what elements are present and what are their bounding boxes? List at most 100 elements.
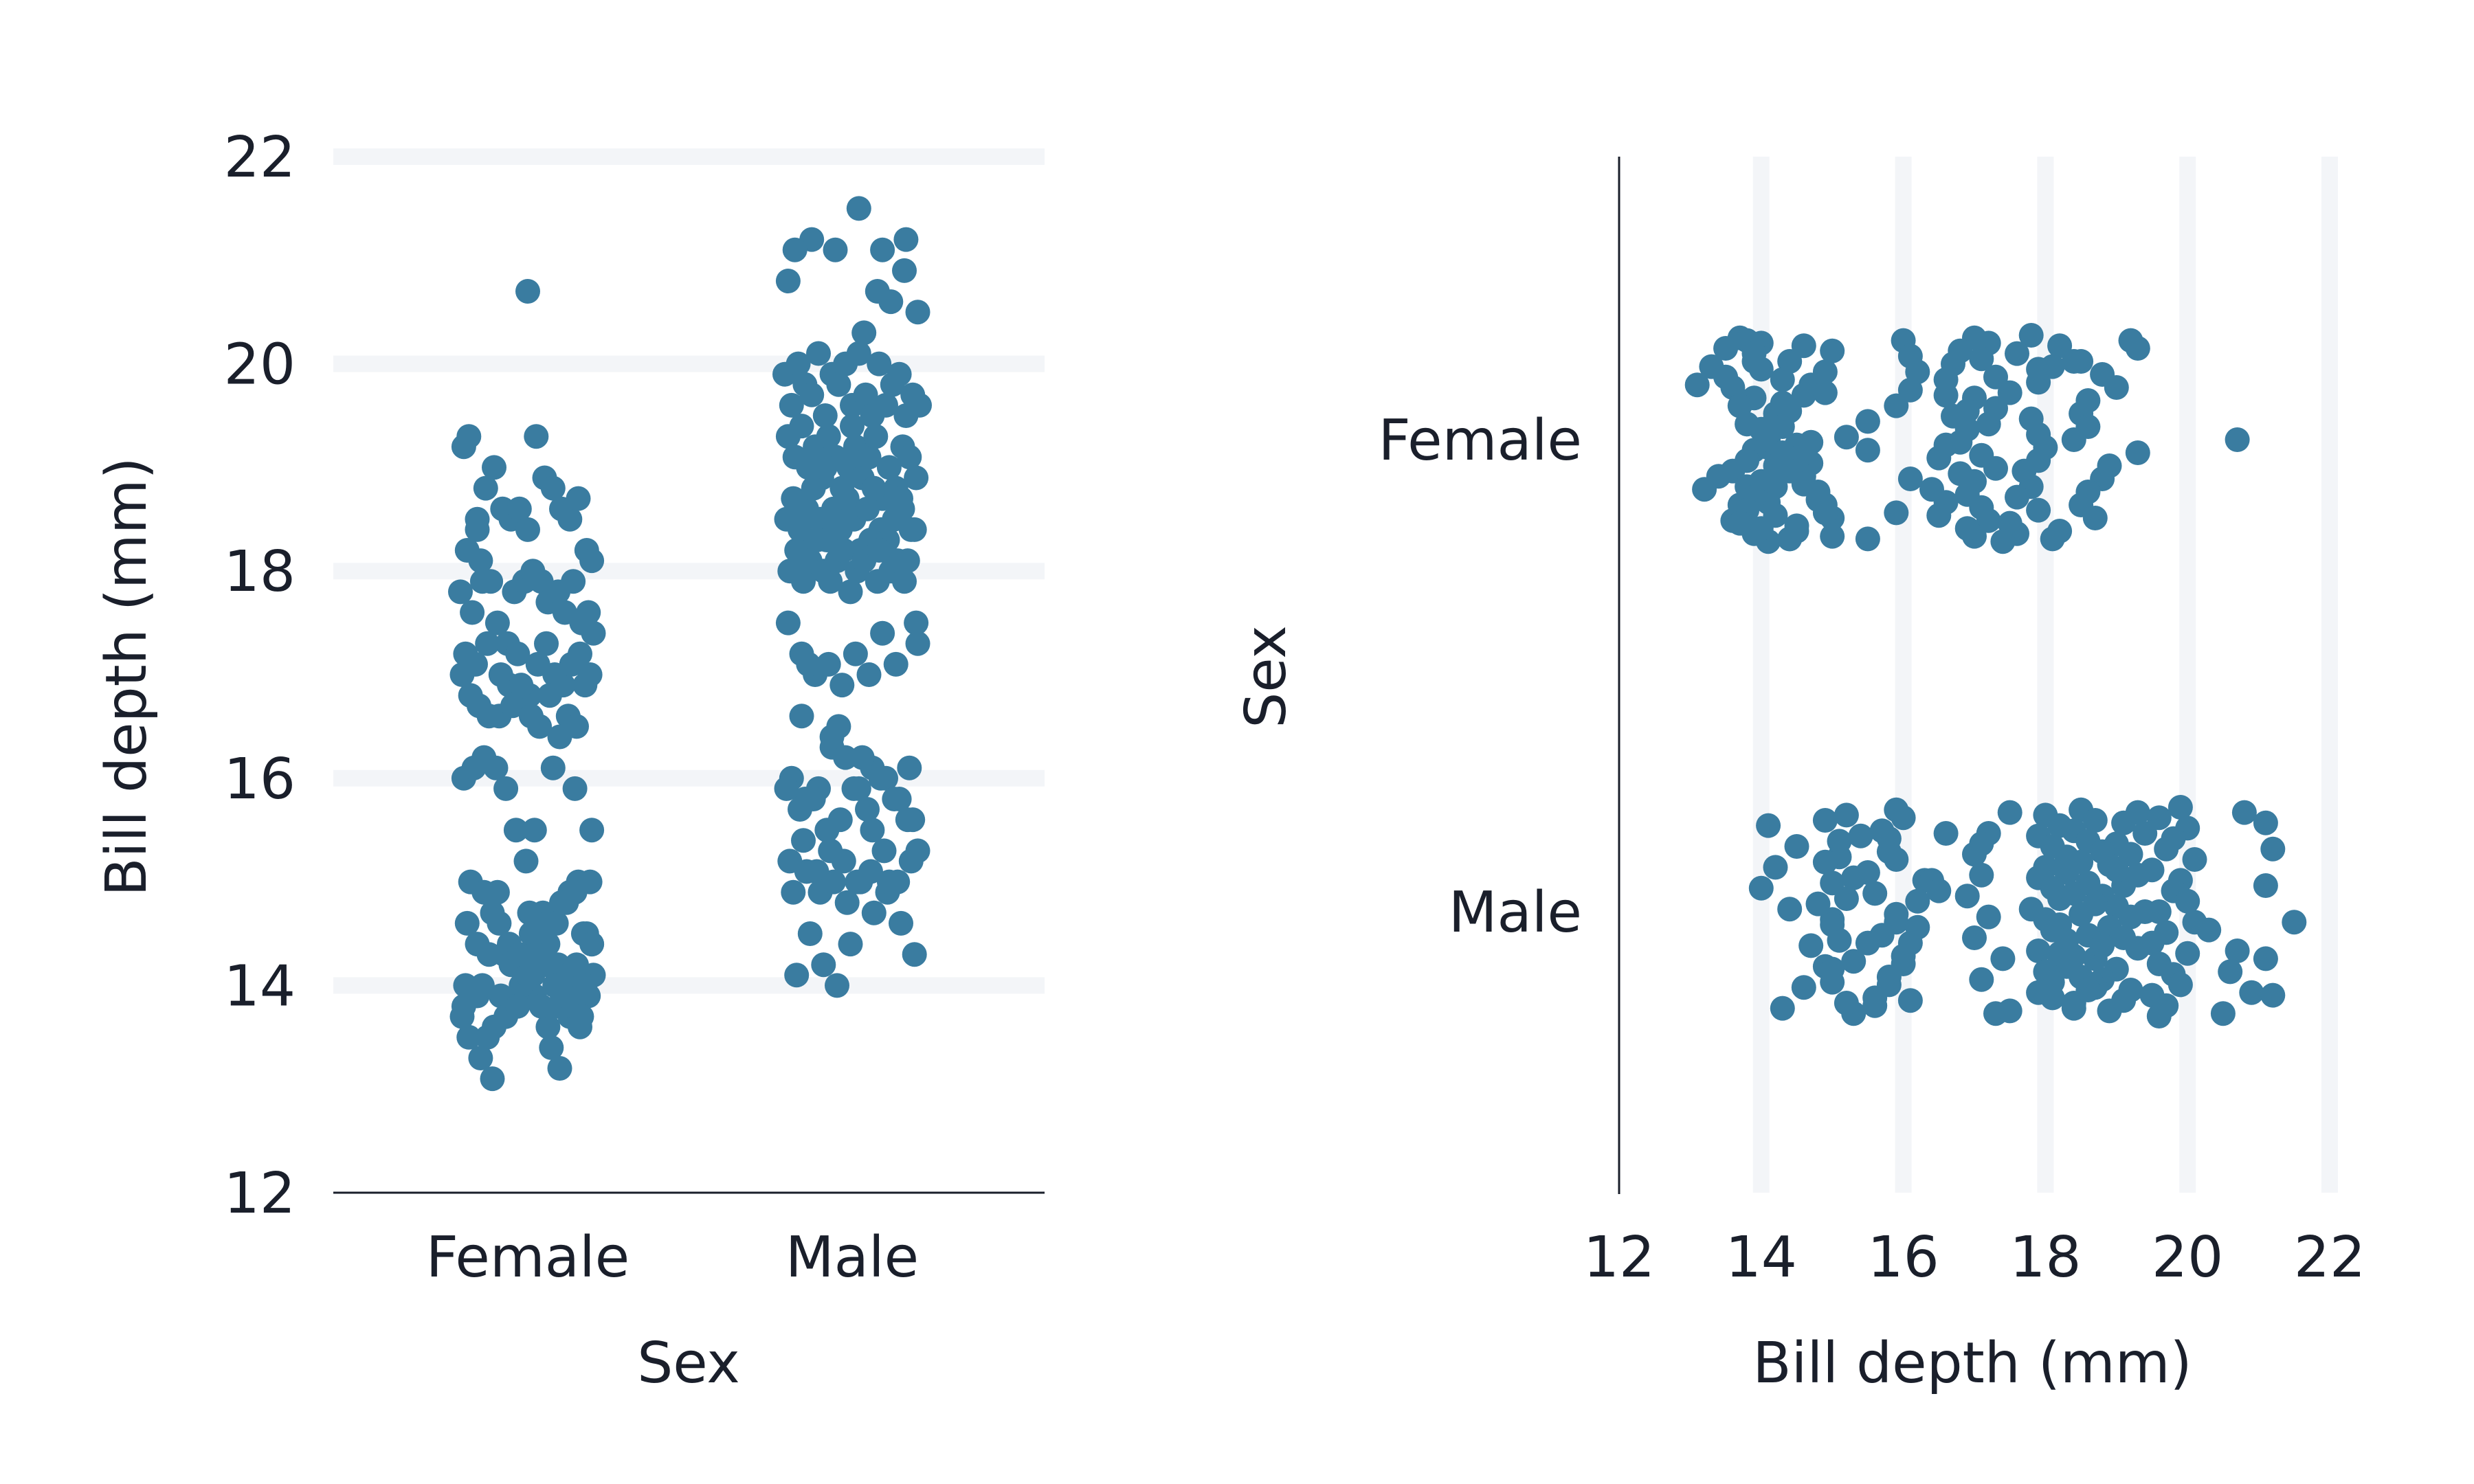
left-point-male xyxy=(905,300,930,325)
left-point-male xyxy=(846,196,871,221)
left-point-male xyxy=(785,351,811,376)
right-point-male xyxy=(1969,831,1994,857)
right-x-tick-labels: 12 14 16 18 20 22 xyxy=(1583,1225,2365,1290)
left-point-male xyxy=(892,569,917,594)
left-point-male xyxy=(796,651,821,677)
right-point-male xyxy=(2132,899,2158,924)
left-point-female xyxy=(577,869,603,895)
left-point-female xyxy=(572,973,598,998)
right-point-male xyxy=(2253,873,2278,898)
left-point-male xyxy=(825,973,849,998)
right-point-female xyxy=(1983,364,2008,390)
left-point-male xyxy=(904,610,929,636)
left-y-axis-title: Bill depth (mm) xyxy=(94,457,159,896)
left-point-male xyxy=(855,496,880,521)
left-y-tick-label: 18 xyxy=(224,539,296,605)
left-point-female xyxy=(484,879,510,905)
left-point-female xyxy=(487,910,512,936)
right-point-male xyxy=(2167,795,2193,820)
right-point-male xyxy=(1862,985,1888,1011)
right-point-male xyxy=(2260,836,2286,862)
left-point-male xyxy=(878,289,904,315)
right-point-female xyxy=(1926,503,1952,528)
left-point-female xyxy=(515,279,540,304)
left-point-female xyxy=(469,973,495,998)
left-point-male xyxy=(784,963,810,988)
left-point-female xyxy=(579,548,605,574)
left-point-female xyxy=(480,1066,505,1092)
right-point-female xyxy=(1834,425,1859,450)
left-point-male xyxy=(789,414,814,439)
left-point-male xyxy=(907,392,932,418)
left-point-female xyxy=(505,993,531,1019)
right-point-male xyxy=(1748,875,1774,901)
right-point-male xyxy=(1933,821,1959,846)
right-point-male xyxy=(2175,888,2200,914)
left-point-female xyxy=(535,1014,561,1039)
right-point-male xyxy=(1834,991,1859,1015)
left-point-male xyxy=(861,475,887,501)
left-point-female xyxy=(522,818,547,843)
right-point-male xyxy=(1820,870,1845,896)
right-point-male xyxy=(2082,808,2108,833)
left-point-male xyxy=(898,517,924,542)
left-point-male xyxy=(867,351,892,376)
right-point-female xyxy=(1954,516,1980,541)
left-point-male xyxy=(883,651,909,677)
left-point-male xyxy=(834,486,860,511)
left-point-male xyxy=(863,424,889,449)
right-point-female xyxy=(2125,440,2150,465)
right-point-female xyxy=(2082,506,2108,530)
right-point-female xyxy=(1884,500,1909,526)
right-point-female xyxy=(1855,438,1880,463)
left-point-female xyxy=(540,755,566,780)
left-gridlines xyxy=(333,148,1045,994)
right-point-male xyxy=(2210,1001,2236,1026)
right-point-male xyxy=(1905,888,1930,914)
left-point-male xyxy=(775,610,801,636)
right-point-male xyxy=(2282,910,2307,935)
left-point-female xyxy=(454,910,480,936)
left-point-male xyxy=(782,237,807,262)
right-point-female xyxy=(2069,349,2094,374)
right-point-male xyxy=(1926,878,1952,903)
right-point-female xyxy=(2026,357,2051,382)
right-point-male xyxy=(1884,901,1909,927)
right-point-female xyxy=(1791,333,1816,359)
left-x-tick-label-male: Male xyxy=(785,1225,919,1290)
left-point-female xyxy=(465,506,490,532)
right-point-male xyxy=(2253,946,2278,971)
left-point-female xyxy=(476,942,502,967)
left-y-tick-label: 20 xyxy=(224,333,296,398)
left-point-female xyxy=(513,848,539,874)
right-point-male xyxy=(1969,967,1994,992)
right-point-female xyxy=(2026,497,2051,523)
left-point-male xyxy=(867,538,892,563)
left-point-female xyxy=(569,1004,594,1029)
left-point-male xyxy=(831,538,856,563)
left-point-female xyxy=(517,900,542,925)
left-point-female xyxy=(534,631,559,656)
left-point-male xyxy=(801,475,826,501)
right-point-male xyxy=(2218,959,2243,985)
right-x-axis-title: Bill depth (mm) xyxy=(1752,1331,2192,1396)
right-point-female xyxy=(2104,375,2129,400)
left-point-female xyxy=(482,455,506,480)
left-point-male xyxy=(799,382,825,407)
right-point-male xyxy=(2097,998,2122,1024)
right-point-female xyxy=(2018,323,2044,348)
left-point-male xyxy=(775,269,801,293)
left-point-male xyxy=(774,776,799,801)
left-point-female xyxy=(448,579,473,605)
left-point-male xyxy=(892,258,917,283)
right-point-female xyxy=(1990,529,2016,554)
left-point-male xyxy=(812,403,838,428)
left-point-female xyxy=(539,1035,564,1060)
right-gridlines xyxy=(1752,157,2338,1193)
left-point-female xyxy=(503,818,528,843)
left-point-female xyxy=(456,1024,482,1050)
left-point-male xyxy=(826,714,851,739)
right-point-male xyxy=(2253,810,2278,835)
left-point-female xyxy=(537,683,562,708)
